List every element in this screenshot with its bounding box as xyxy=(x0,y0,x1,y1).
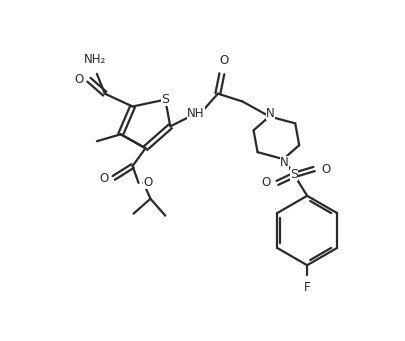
Text: F: F xyxy=(304,281,311,294)
Text: O: O xyxy=(321,163,330,176)
Text: O: O xyxy=(75,73,84,86)
Text: NH: NH xyxy=(187,107,205,120)
Text: O: O xyxy=(143,176,153,189)
Text: O: O xyxy=(219,54,228,67)
Text: N: N xyxy=(280,155,289,168)
Text: O: O xyxy=(261,176,271,189)
Text: NH₂: NH₂ xyxy=(84,53,106,66)
Text: S: S xyxy=(290,168,298,181)
Text: S: S xyxy=(161,93,169,106)
Text: O: O xyxy=(100,173,109,186)
Text: N: N xyxy=(266,107,275,120)
